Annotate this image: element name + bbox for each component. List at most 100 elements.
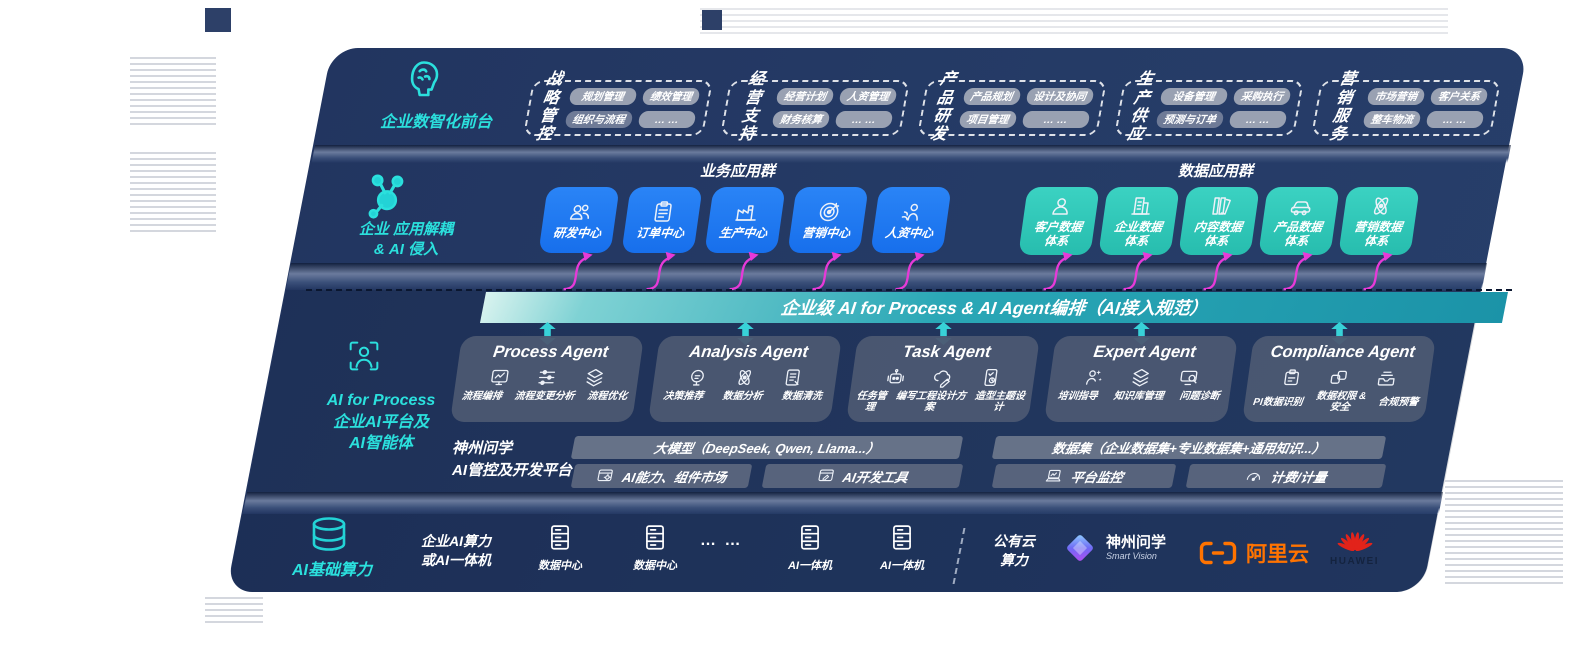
agent-title: Expert Agent — [1092, 343, 1198, 361]
node-label: AI一体机 — [788, 560, 832, 572]
agent-item-icon — [781, 367, 805, 388]
front-pill: 整车物流 — [1362, 111, 1422, 128]
datacenter-node: 数据中心 — [518, 524, 602, 573]
magenta-flow-arrow — [895, 251, 925, 291]
smartvision-logo — [1062, 530, 1098, 566]
devtool-icon — [815, 467, 836, 485]
agent-item-labels: PI数据识别 数据权限 & 安全 合规预警 — [1243, 391, 1428, 413]
front-groups-row: 战略 管控 规划管理 绩效管理 组织与流程 … … 经营 支持 经营计划 人资管… — [523, 71, 1501, 143]
flow-arrow-cell — [792, 251, 864, 291]
agent-item-icon — [884, 367, 908, 388]
artifact-square — [205, 8, 231, 32]
center-icon — [1287, 194, 1314, 218]
magenta-flow-arrow — [729, 251, 759, 291]
front-pill: … … — [1425, 111, 1485, 128]
front-pill: 设计及协同 — [1025, 88, 1095, 105]
alicloud-logo — [1198, 540, 1238, 566]
agent-item-label: 决策推荐 — [662, 391, 704, 402]
front-pill: 市场营销 — [1366, 88, 1426, 105]
artifact-stripes — [1445, 480, 1563, 588]
center-label: 内容数据 体系 — [1193, 220, 1244, 248]
center-label: 客户数据 体系 — [1033, 220, 1084, 248]
meter-icon — [1243, 467, 1264, 485]
front-pill: 设备管理 — [1159, 88, 1229, 105]
huawei-logo-block: HUAWEI — [1330, 522, 1379, 567]
front-pill: 人资管理 — [838, 88, 898, 105]
alicloud-name: 阿里云 — [1246, 543, 1309, 566]
dataset-bar: 数据集（企业数据集+专业数据集+通用知识...） — [991, 436, 1387, 459]
huawei-name: HUAWEI — [1330, 556, 1379, 567]
agent-item-labels: 决策推荐 数据分析 数据清洗 — [651, 391, 835, 402]
magenta-flow-arrow — [812, 251, 842, 291]
business-apps-header: 业务应用群 — [700, 163, 776, 180]
monitor-icon — [1043, 467, 1064, 485]
public-cloud-label: 公有云 算力 — [993, 533, 1035, 568]
flow-arrow-cell — [1183, 251, 1255, 291]
business-centers-row: 研发中心 订单中心 生产中心 营销中心 人资中心 — [538, 187, 952, 253]
agent-icons — [1247, 367, 1432, 388]
front-pill: 组织与流程 — [563, 111, 634, 128]
agent-item-labels: 培训指导 知识库管理 问题诊断 — [1047, 391, 1231, 402]
agent-card: Analysis Agent 决策推荐 数据分析 数据清洗 — [647, 336, 843, 422]
agent-icons — [851, 367, 1036, 388]
agent-title: Task Agent — [901, 343, 992, 361]
business-center-box: 人资中心 — [870, 187, 952, 253]
agent-card: Task Agent 任务管理 编写工程设计方案 造型主题设计 — [845, 336, 1041, 422]
front-pill: 客户关系 — [1429, 88, 1489, 105]
agent-item-label: 流程变更分析 — [513, 391, 576, 402]
banner-title: 企业级 AI for Process & AI Agent编排（AI接入规范） — [779, 298, 1209, 318]
center-label: 人资中心 — [884, 225, 935, 240]
compute-layer-label: AI基础算力 — [291, 562, 372, 579]
agent-icons — [653, 367, 838, 388]
front-group-title: 产品 研发 — [928, 71, 958, 144]
flow-arrow-cell — [709, 251, 781, 291]
agent-item-label: 数据分析 — [721, 391, 764, 402]
brain-icon — [398, 56, 450, 108]
center-label: 订单中心 — [635, 225, 686, 240]
agent-cards-row: Process Agent 流程编排 流程变更分析 流程优化 Analysis … — [449, 336, 1437, 422]
agent-item-labels: 流程编排 流程变更分析 流程优化 — [453, 391, 637, 402]
data-center-box: 营销数据 体系 — [1338, 187, 1420, 255]
node-label: 数据中心 — [538, 560, 582, 572]
artifact-stripes — [205, 597, 263, 623]
dev-tools-label: AI开发工具 — [841, 469, 910, 485]
agent-item-label: 合规预警 — [1377, 396, 1420, 408]
alicloud-logo-block: 阿里云 — [1198, 538, 1309, 568]
front-pill: 采购执行 — [1232, 88, 1292, 105]
magenta-flow-arrow — [1043, 251, 1073, 291]
agent-card: Process Agent 流程编排 流程变更分析 流程优化 — [449, 336, 645, 422]
center-icon — [1207, 194, 1234, 218]
flow-arrow-cell — [1263, 251, 1335, 291]
smartvision-logo-block: 神州问学 Smart Vision — [1062, 530, 1166, 566]
front-pill: … … — [637, 111, 697, 128]
front-pill: 规划管理 — [568, 88, 638, 105]
agent-title: Process Agent — [492, 343, 610, 361]
magenta-flow-arrow — [646, 251, 676, 291]
artifact-stripes — [700, 8, 1448, 38]
agent-item-label: PI数据识别 — [1252, 396, 1304, 408]
datacenter-node: 数据中心 — [613, 524, 697, 573]
center-label: 营销中心 — [801, 225, 852, 240]
magenta-flow-arrow — [1363, 251, 1393, 291]
metering-label: 计费/计量 — [1269, 469, 1329, 485]
ai-platform-layer-label: AI for Process 企业AI平台及 AI智能体 — [326, 392, 436, 453]
server-icon — [642, 524, 668, 552]
magenta-flow-arrow — [1123, 251, 1153, 291]
dashed-separator — [306, 289, 1512, 291]
agent-card: Expert Agent 培训指导 知识库管理 问题诊断 — [1043, 336, 1239, 422]
agent-item-label: 流程编排 — [461, 391, 503, 402]
data-center-box: 内容数据 体系 — [1178, 187, 1260, 255]
smartvision-name: 神州问学 — [1106, 533, 1167, 551]
business-arrows-row — [543, 251, 947, 291]
ellipsis-nodes: … … — [700, 532, 743, 549]
market-icon — [595, 467, 616, 485]
business-center-box: 研发中心 — [538, 187, 620, 253]
center-label: 研发中心 — [552, 225, 603, 240]
front-group: 营销 服务 市场营销 客户关系 整车物流 … … — [1311, 71, 1501, 143]
front-group-title: 营销 服务 — [1328, 71, 1357, 144]
center-label: 产品数据 体系 — [1273, 220, 1324, 248]
flow-arrow-cell — [1343, 251, 1415, 291]
business-center-box: 营销中心 — [787, 187, 869, 253]
platform-label: 神州问学 AI管控及开发平台 — [452, 440, 573, 479]
